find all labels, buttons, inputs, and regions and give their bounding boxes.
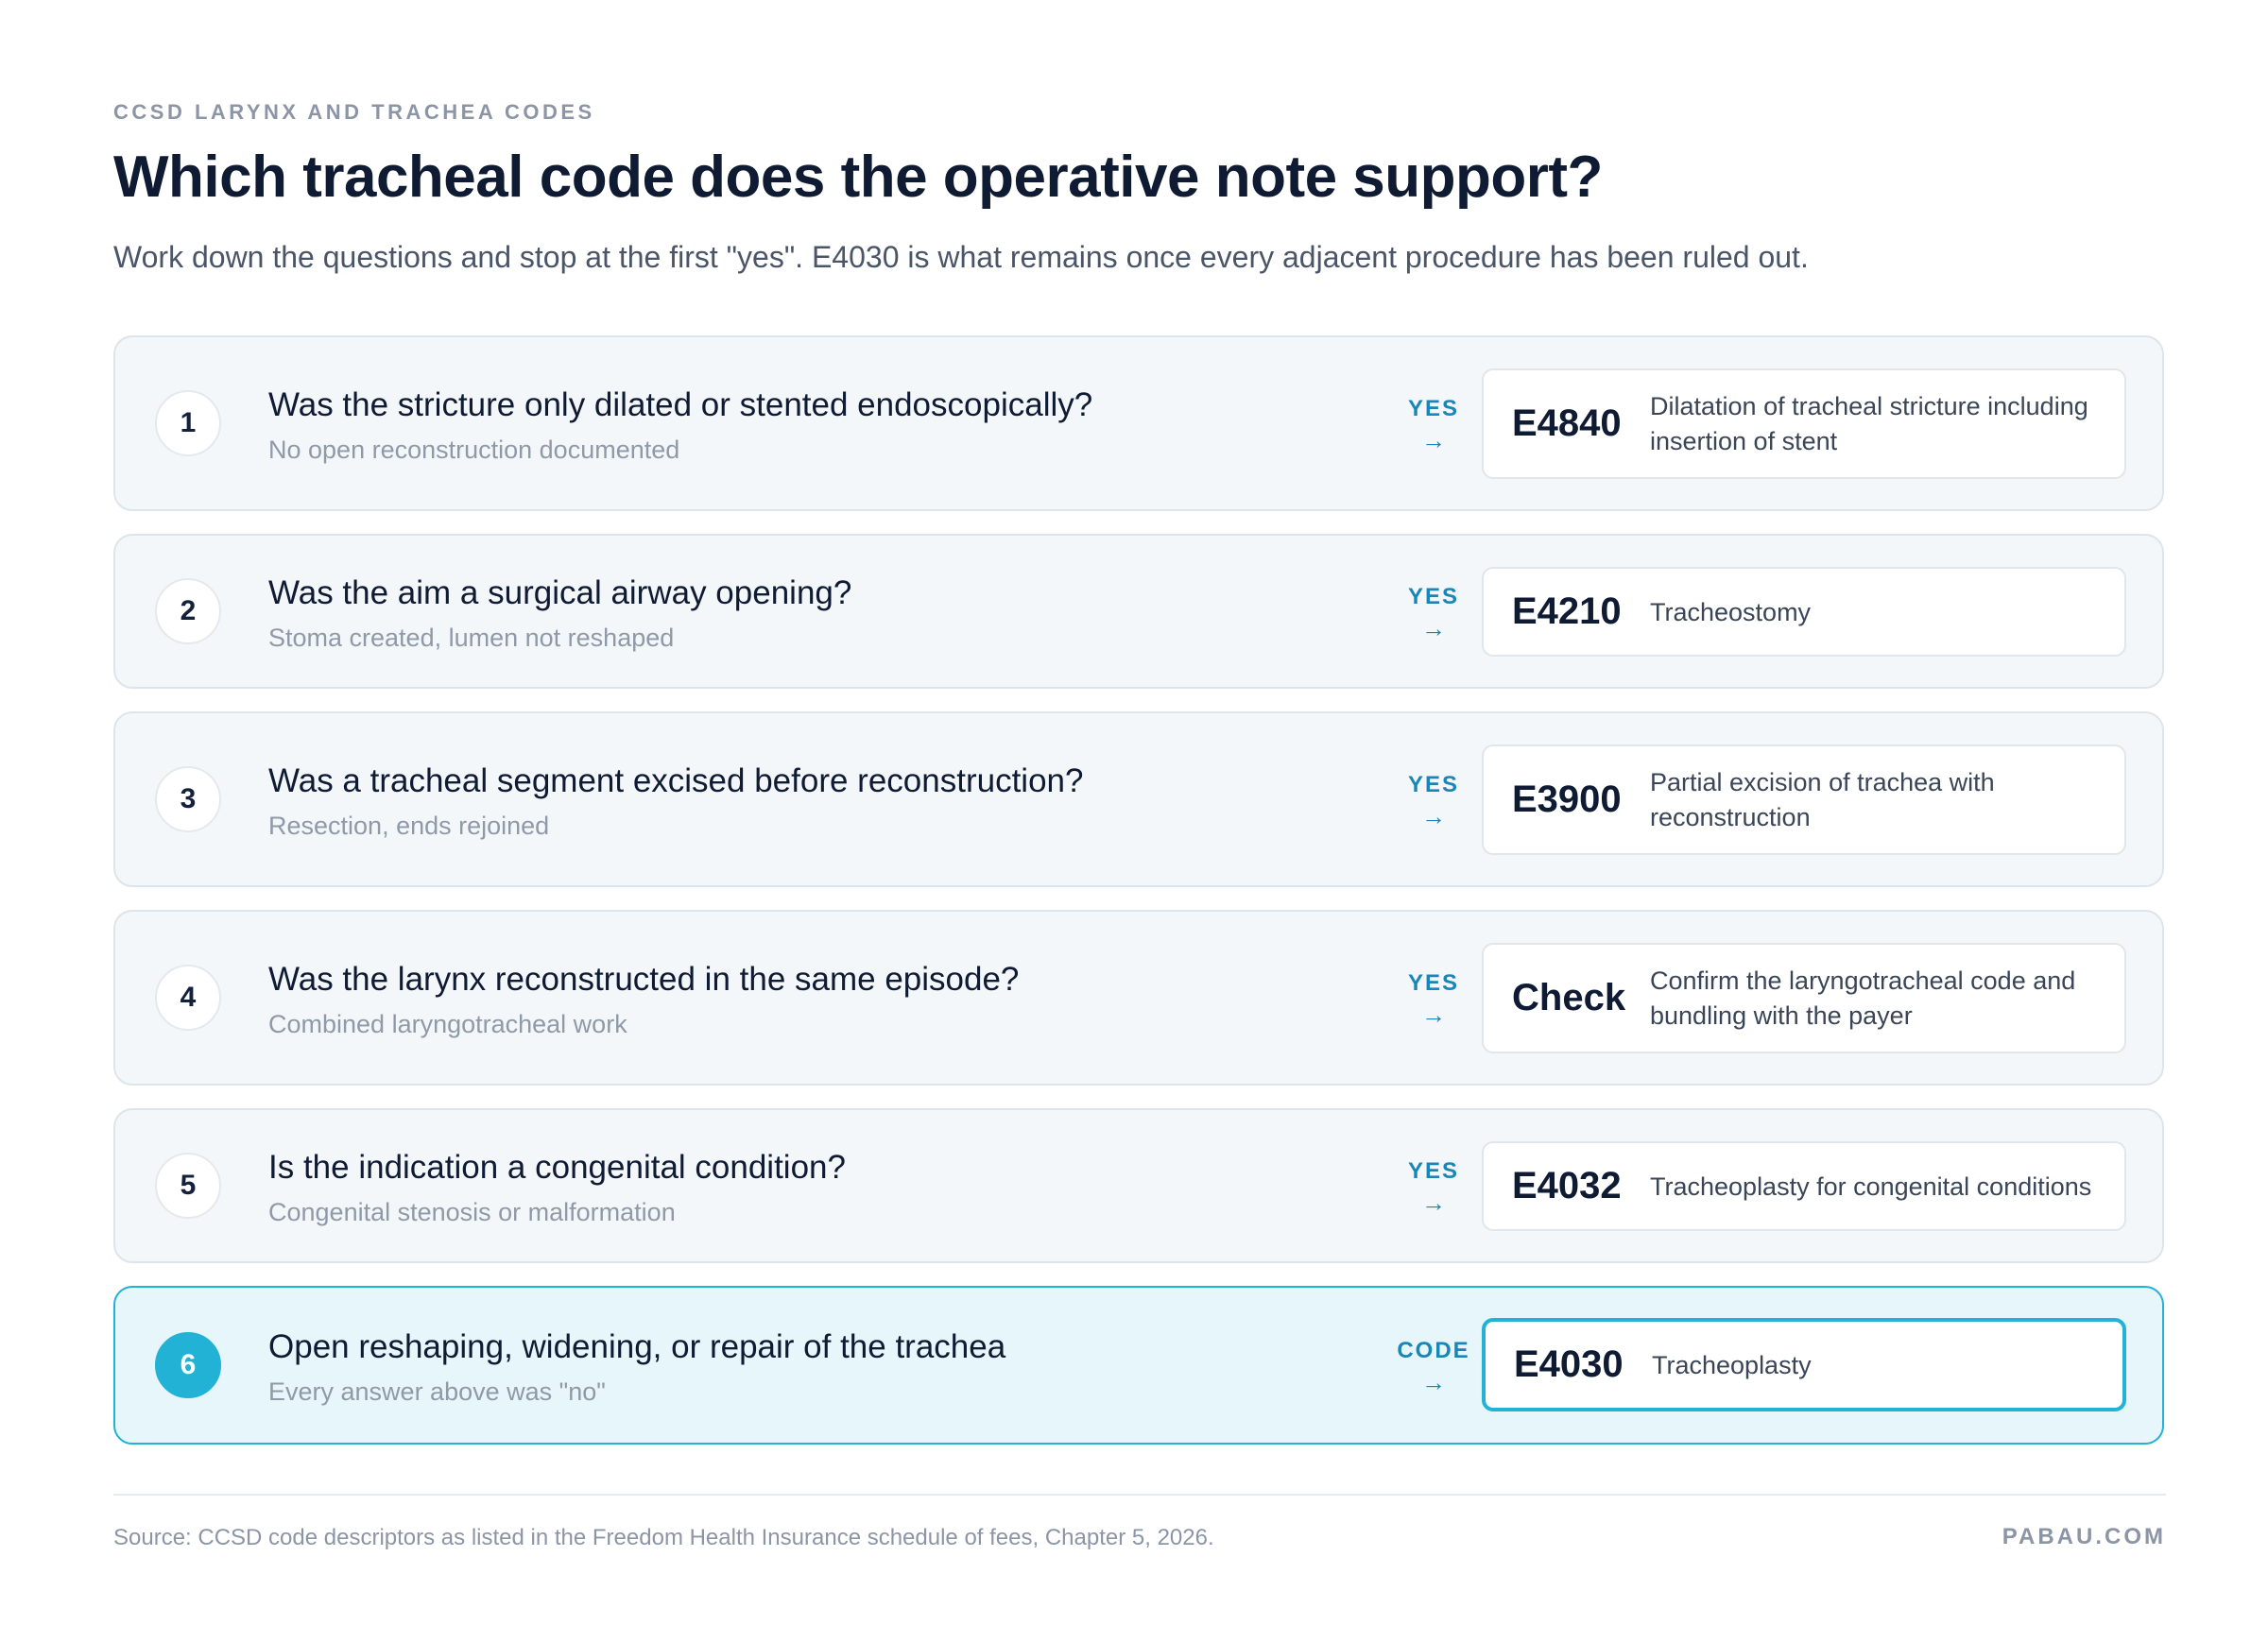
- arrow-right-icon: →: [1421, 426, 1446, 454]
- step-number: 6: [155, 1332, 221, 1398]
- step-question: Was the aim a surgical airway opening?: [268, 574, 852, 611]
- step-number: 1: [155, 390, 221, 456]
- step-hint: No open reconstruction documented: [268, 436, 680, 464]
- arrow-right-icon: →: [1421, 614, 1446, 642]
- branch-label: YES: [1407, 396, 1460, 421]
- arrow-right-icon: →: [1421, 1189, 1446, 1217]
- code-description: Confirm the laryngotracheal code and bun…: [1650, 966, 2076, 1030]
- branch-label: YES: [1407, 584, 1460, 609]
- branch-label: YES: [1407, 970, 1460, 996]
- code-result-box: E4210 Tracheostomy: [1482, 567, 2126, 657]
- step-number: 2: [155, 578, 221, 644]
- procedure-code: E3900: [1512, 778, 1622, 820]
- step-hint: Every answer above was "no": [268, 1377, 606, 1406]
- step-hint: Stoma created, lumen not reshaped: [268, 624, 675, 652]
- step-question: Was the larynx reconstructed in the same…: [268, 961, 1020, 998]
- step-number: 5: [155, 1153, 221, 1219]
- procedure-code: E4210: [1512, 590, 1622, 632]
- code-result-box: E4030 Tracheoplasty: [1482, 1318, 2126, 1411]
- branch-label: CODE: [1397, 1338, 1470, 1363]
- brand-label: PABAU.COM: [2002, 1524, 2166, 1549]
- code-description: Tracheoplasty for congenital conditions: [1650, 1172, 2092, 1201]
- eyebrow-label: CCSD LARYNX AND TRACHEA CODES: [113, 100, 595, 124]
- code-description: Tracheostomy: [1650, 598, 1812, 626]
- arrow-right-icon: →: [1421, 802, 1446, 830]
- footer-divider: [113, 1494, 2166, 1496]
- step-question: Was the stricture only dilated or stente…: [268, 386, 1093, 423]
- arrow-right-icon: →: [1421, 1001, 1446, 1029]
- code-result-box: Check Confirm the laryngotracheal code a…: [1482, 943, 2126, 1053]
- branch-label: YES: [1407, 1158, 1460, 1184]
- step-hint: Resection, ends rejoined: [268, 812, 550, 840]
- code-description: Tracheoplasty: [1652, 1351, 1812, 1379]
- step-hint: Congenital stenosis or malformation: [268, 1198, 676, 1226]
- step-hint: Combined laryngotracheal work: [268, 1010, 627, 1038]
- page-title: Which tracheal code does the operative n…: [113, 145, 1603, 210]
- procedure-code: E4032: [1512, 1165, 1622, 1206]
- code-result-box: E3900 Partial excision of trachea with r…: [1482, 744, 2126, 855]
- step-card-2: 2 Was the aim a surgical airway opening?…: [113, 534, 2164, 689]
- step-card-5: 5 Is the indication a congenital conditi…: [113, 1108, 2164, 1263]
- page-subtitle: Work down the questions and stop at the …: [113, 240, 1809, 274]
- procedure-code: E4840: [1512, 402, 1622, 444]
- arrow-right-icon: →: [1421, 1368, 1446, 1396]
- page: CCSD LARYNX AND TRACHEA CODES Which trac…: [113, 0, 2166, 1625]
- branch-label: YES: [1407, 772, 1460, 797]
- procedure-code: E4030: [1514, 1343, 1624, 1385]
- code-result-box: E4032 Tracheoplasty for congenital condi…: [1482, 1141, 2126, 1231]
- source-note: Source: CCSD code descriptors as listed …: [113, 1525, 1214, 1550]
- code-description: Dilatation of tracheal stricture includi…: [1650, 392, 2088, 455]
- step-number: 3: [155, 766, 221, 832]
- code-result-box: E4840 Dilatation of tracheal stricture i…: [1482, 368, 2126, 479]
- step-question: Open reshaping, widening, or repair of t…: [268, 1328, 1006, 1365]
- step-question: Is the indication a congenital condition…: [268, 1149, 846, 1186]
- step-card-4: 4 Was the larynx reconstructed in the sa…: [113, 910, 2164, 1086]
- step-question: Was a tracheal segment excised before re…: [268, 762, 1084, 799]
- step-card-1: 1 Was the stricture only dilated or sten…: [113, 335, 2164, 511]
- procedure-code: Check: [1512, 977, 1626, 1018]
- step-number: 4: [155, 965, 221, 1031]
- code-description: Partial excision of trachea with reconst…: [1650, 768, 1995, 831]
- step-card-3: 3 Was a tracheal segment excised before …: [113, 711, 2164, 887]
- step-card-6-final: 6 Open reshaping, widening, or repair of…: [113, 1286, 2164, 1445]
